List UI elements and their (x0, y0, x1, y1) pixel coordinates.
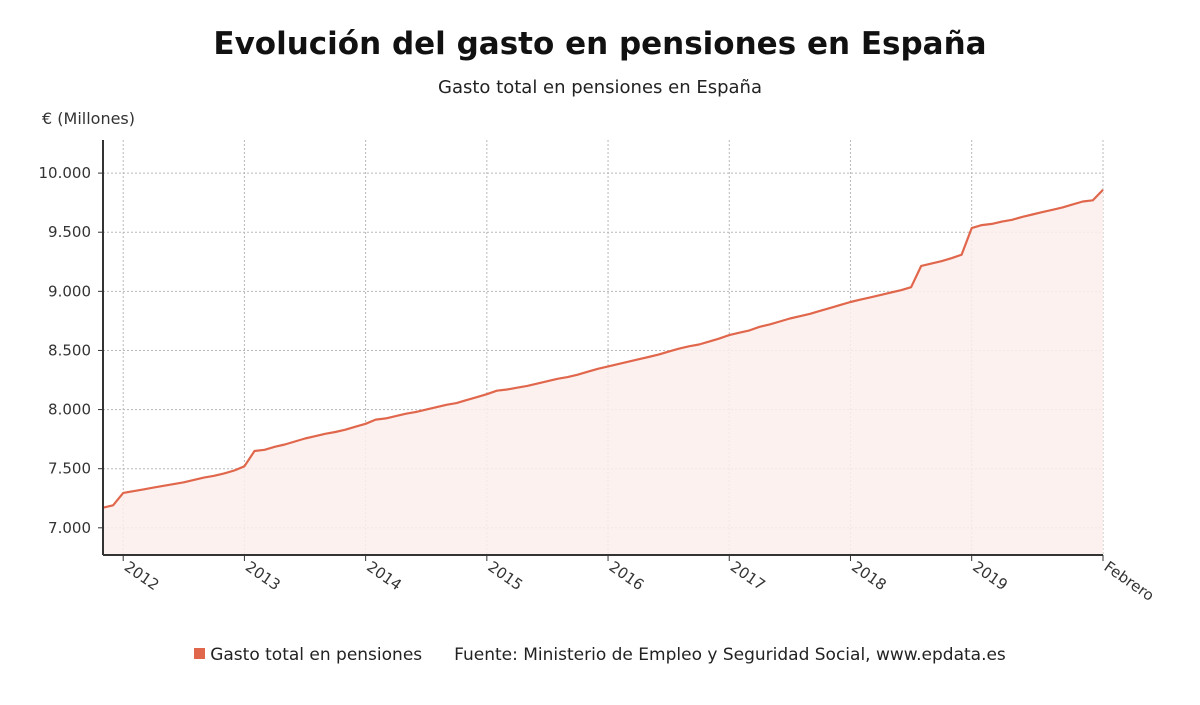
x-tick-label: 2018 (848, 558, 890, 595)
series-area (103, 189, 1103, 555)
y-tick-label: 10.000 (39, 164, 92, 182)
y-tick-labels: 7.000 7.500 8.000 8.500 9.000 9.500 10.000 (39, 164, 92, 537)
x-tick-label: 2013 (242, 558, 284, 595)
chart-title: Evolución del gasto en pensiones en Espa… (213, 26, 987, 62)
y-tick-label: 9.000 (48, 282, 91, 300)
x-tick-label: Febrero (1101, 558, 1158, 605)
x-tick-label: 2016 (606, 558, 648, 595)
legend-label: Gasto total en pensiones (210, 645, 423, 665)
series-line (102, 188, 1104, 509)
x-tick-label: 2019 (969, 558, 1011, 595)
source-note: Fuente: Ministerio de Empleo y Seguridad… (454, 645, 1006, 665)
y-tick-label: 7.500 (48, 460, 91, 478)
y-tick-label: 7.000 (48, 519, 91, 537)
y-tick-label: 8.500 (48, 341, 91, 359)
legend-swatch (194, 647, 206, 659)
y-tick-label: 8.000 (48, 401, 91, 419)
y-axis-label: € (Millones) (42, 109, 135, 128)
x-tick-labels: 2012 2013 2014 2015 2016 2017 2018 2019 Febrero (121, 558, 1158, 605)
legend: Gasto total en pensiones Fuente: Minister… (0, 645, 1200, 665)
x-tick-label: 2015 (485, 558, 527, 595)
x-tick-label: 2014 (363, 558, 405, 595)
x-tick-label: 2017 (727, 558, 769, 595)
axes (98, 140, 1104, 561)
x-tick-label: 2012 (121, 558, 163, 595)
y-tick-label: 9.500 (48, 223, 91, 241)
chart-subtitle: Gasto total en pensiones en España (438, 77, 762, 98)
